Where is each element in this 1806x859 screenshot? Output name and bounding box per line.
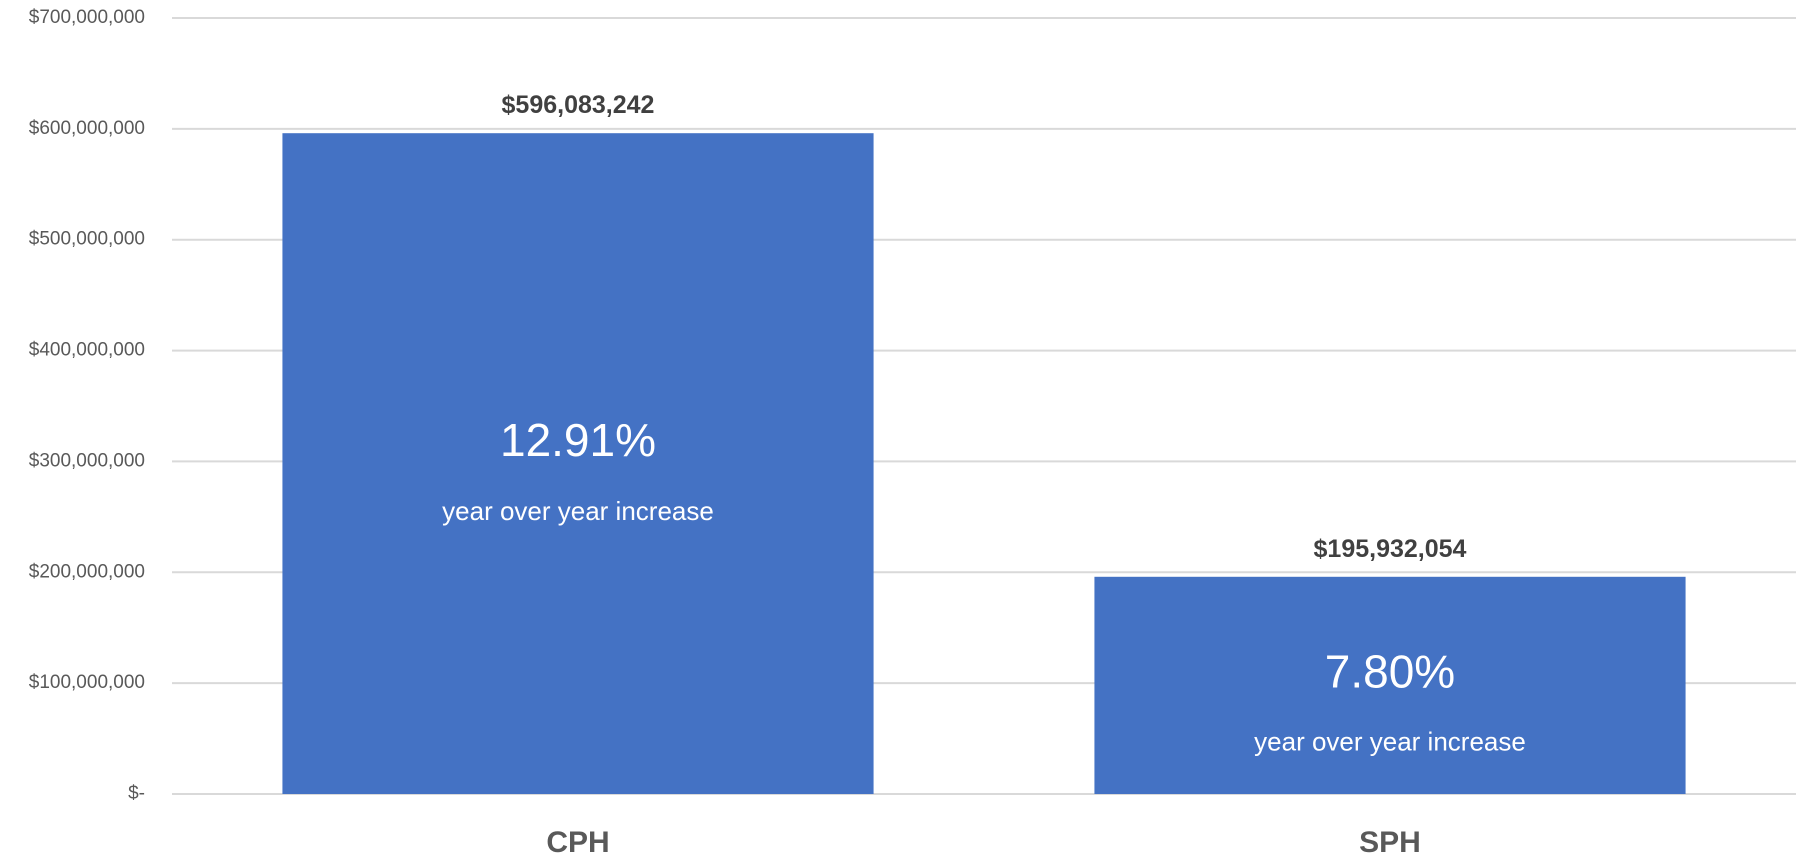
bar-cph (282, 133, 874, 794)
percent-increase-label: 7.80% (1325, 645, 1455, 697)
increase-caption: year over year increase (1254, 726, 1526, 756)
y-tick-label: $100,000,000 (29, 672, 145, 693)
y-tick-label: $- (128, 783, 145, 804)
category-label: CPH (546, 826, 609, 859)
x-axis-category-labels: CPH SPH (546, 826, 1421, 859)
y-axis-tick-labels: $- $100,000,000 $200,000,000 $300,000,000 $4… (29, 7, 145, 804)
category-label: SPH (1359, 826, 1421, 859)
value-label: $195,932,054 (1314, 535, 1467, 563)
y-tick-label: $700,000,000 (29, 7, 145, 28)
data-labels: $596,083,242 12.91% year over year increas… (442, 91, 1526, 756)
y-tick-label: $200,000,000 (29, 561, 145, 582)
y-tick-label: $400,000,000 (29, 340, 145, 361)
percent-increase-label: 12.91% (500, 414, 656, 466)
increase-caption: year over year increase (442, 496, 714, 526)
y-tick-label: $500,000,000 (29, 229, 145, 250)
y-tick-label: $600,000,000 (29, 118, 145, 139)
y-tick-label: $300,000,000 (29, 450, 145, 471)
bar-sph (1094, 576, 1686, 794)
bars (282, 133, 1686, 794)
value-label: $596,083,242 (502, 91, 655, 119)
